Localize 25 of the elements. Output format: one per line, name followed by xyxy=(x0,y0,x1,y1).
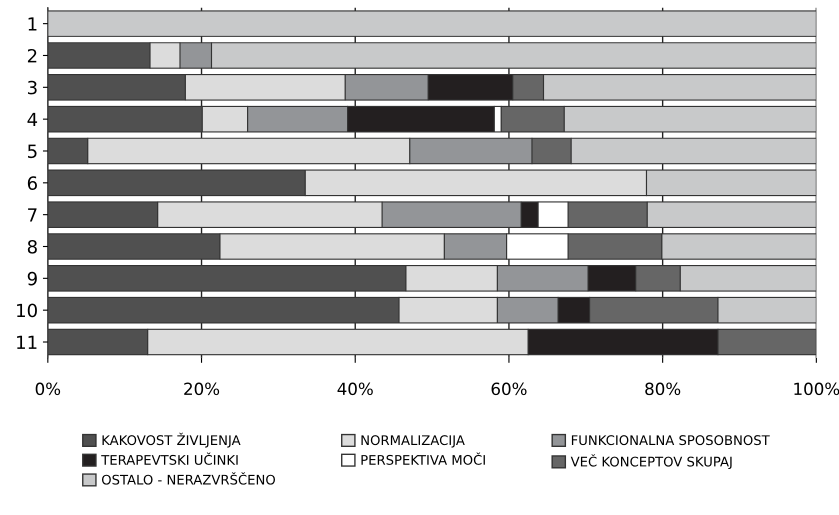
x-tick-label: 80% xyxy=(645,382,680,396)
y-tick-label: 4 xyxy=(27,112,38,126)
y-tick-label: 6 xyxy=(28,176,37,190)
x-tick-label: 0% xyxy=(36,382,60,396)
x-tick-label: 60% xyxy=(492,382,527,396)
legend-label: FUNKCIONALNA SPOSOBNOST xyxy=(572,435,770,446)
y-tick-label: 11 xyxy=(17,336,36,349)
y-tick-label: 1 xyxy=(28,17,36,31)
y-tick-label: 8 xyxy=(28,240,37,254)
x-tick-label: 20% xyxy=(184,382,220,396)
legend-label: OSTALO - NERAZVRŠČENO xyxy=(102,472,276,485)
y-tick-label: 3 xyxy=(28,80,37,94)
x-tick-label: 100% xyxy=(794,382,839,396)
legend-label: VEČ KONCEPTOV SKUPAJ xyxy=(570,454,732,470)
y-tick-label: 5 xyxy=(28,144,37,158)
y-tick-label: 2 xyxy=(28,48,36,62)
legend-label: NORMALIZACIJA xyxy=(361,435,465,448)
y-tick-label: 10 xyxy=(17,304,37,318)
y-tick-label: 9 xyxy=(28,272,37,286)
legend-label: TERAPEVTSKI UČINKI xyxy=(101,452,238,465)
bar xyxy=(48,10,816,37)
y-tick-label: 7 xyxy=(28,208,37,222)
x-tick-label: 40% xyxy=(338,382,373,396)
legend-label: KAKOVOST ŽIVLJENJA xyxy=(102,432,241,448)
legend-label: PERSPEKTIVA MOČI xyxy=(361,452,485,465)
